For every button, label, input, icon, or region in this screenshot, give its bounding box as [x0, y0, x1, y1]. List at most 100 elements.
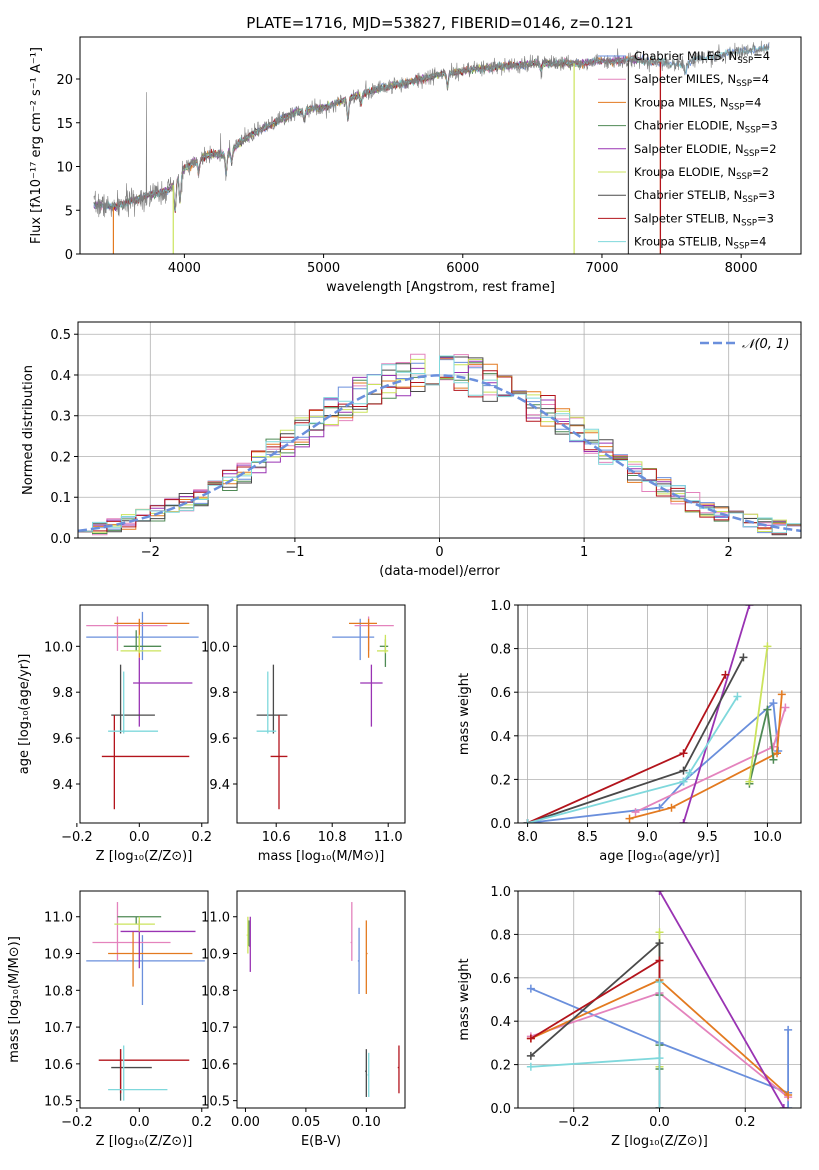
mass-weight-marker — [777, 690, 786, 699]
x-tick-label: 0.2 — [191, 830, 212, 845]
mass-weight-marker — [523, 819, 532, 823]
mass-weight-series — [523, 692, 742, 823]
mass-weight-marker — [739, 653, 748, 662]
axes-frame — [79, 604, 209, 824]
x-tick-label: 2 — [725, 545, 733, 560]
plot-area — [246, 902, 400, 1097]
error-bar-point — [349, 618, 377, 658]
y-tick-label: 10 — [56, 161, 73, 176]
y-tick-label: 0.2 — [490, 773, 511, 788]
y-tick-label: 10.6 — [44, 1058, 73, 1073]
y-tick-label: 0.6 — [490, 686, 511, 701]
x-tick-label: 0.0 — [129, 830, 150, 845]
x-tick-label: −0.2 — [61, 1115, 93, 1130]
y-tick-label: 5 — [65, 204, 73, 219]
mass-weight-marker — [526, 984, 535, 993]
legend-subscript: SSP — [744, 149, 760, 159]
mass-weight-marker — [631, 808, 640, 817]
y-tick-label: 9.4 — [52, 778, 73, 793]
mass-weight-marker — [655, 1054, 664, 1063]
y-tick-label: 9.8 — [52, 686, 73, 701]
y-tick-label: 0.0 — [490, 817, 511, 832]
mass-weight-marker — [784, 1090, 793, 1099]
error-bar-point — [108, 1045, 168, 1101]
mass-weight-line — [748, 646, 769, 782]
legend-label: Chabrier STELIB, N — [634, 188, 742, 202]
x-tick-label: 6000 — [446, 261, 479, 276]
mass-weight-marker — [685, 768, 694, 777]
legend-entry: Chabrier STELIB, NSSP=3 — [634, 188, 775, 205]
error-bar-point — [108, 931, 193, 987]
y-axis-label: Normed distribution — [21, 365, 36, 495]
axes-frame — [79, 890, 209, 1109]
mass-weight-line — [530, 982, 661, 1108]
mass-weight-marker — [526, 1062, 535, 1071]
x-tick-label: 0.05 — [291, 1115, 320, 1130]
plot-area — [93, 40, 770, 254]
mass-weight-marker — [784, 1104, 793, 1108]
x-tick-label: 7000 — [585, 261, 618, 276]
legend-subscript: SSP — [742, 195, 758, 205]
x-axis-label: mass [log₁₀(M/M⊙)] — [258, 849, 385, 864]
y-tick-label: 10.7 — [201, 1021, 230, 1036]
legend-label: Chabrier MILES, N — [634, 49, 737, 63]
mass-weight-marker — [773, 749, 782, 758]
y-tick-label: 10.0 — [44, 640, 73, 655]
error-bar-point — [92, 902, 171, 961]
legend-suffix: =2 — [752, 165, 769, 179]
plot-area — [78, 353, 801, 538]
error-bar-point — [365, 1049, 367, 1097]
legend-suffix: =2 — [760, 142, 777, 156]
mass-weight-marker — [763, 642, 772, 651]
legend-label: Kroupa MILES, N — [634, 95, 729, 109]
error-bar-point — [86, 935, 205, 1006]
mass-weight-marker — [745, 777, 754, 786]
x-tick-label: 10.8 — [318, 830, 347, 845]
error-bar-point — [377, 634, 389, 654]
y-tick-label: 0.0 — [490, 1102, 511, 1117]
error-bar-point — [111, 664, 155, 734]
x-tick-label: 8000 — [725, 261, 758, 276]
error-bar-point — [86, 616, 168, 651]
y-tick-label: 0 — [65, 248, 73, 263]
y-tick-label: 11.0 — [201, 911, 230, 926]
panel-residuals: −2 −1 0 1 2 0.0 0.1 0.2 0.3 0.4 0.5 (data-model)/er… — [21, 321, 802, 579]
y-tick-label: 15 — [56, 117, 73, 132]
legend-entry: Salpeter STELIB, NSSP=3 — [634, 211, 774, 228]
x-tick-label: 8.5 — [577, 830, 598, 845]
y-tick-label: 1.0 — [490, 885, 511, 900]
legend-label: Kroupa STELIB, N — [634, 235, 734, 249]
y-tick-label: 9.8 — [209, 686, 230, 701]
x-tick-label: 10.0 — [753, 830, 782, 845]
error-bar-point — [360, 664, 383, 727]
legend-subscript: SSP — [729, 102, 745, 112]
mass-weight-line — [682, 605, 751, 823]
y-tick-label: 9.4 — [209, 778, 230, 793]
y-tick-label: 10.5 — [201, 1095, 230, 1110]
error-bar-point — [98, 1049, 190, 1094]
residual-histogram — [78, 355, 801, 538]
mass-weight-marker — [679, 777, 688, 786]
y-tick-label: 0.4 — [490, 1015, 511, 1030]
x-tick-label: −2 — [141, 545, 160, 560]
axes-frame — [236, 890, 406, 1109]
x-tick-label: 9.0 — [637, 830, 658, 845]
mass-weight-marker — [655, 928, 664, 937]
mass-weight-marker — [721, 670, 730, 679]
legend-suffix: =4 — [749, 235, 766, 249]
error-bar-point — [357, 927, 360, 994]
mass-weight-marker — [733, 692, 742, 701]
mass-weight-marker — [784, 1025, 793, 1034]
x-axis-label: age [log₁₀(age/yr)] — [599, 849, 720, 864]
legend-entry: Chabrier ELODIE, NSSP=3 — [634, 119, 778, 136]
error-bar-point — [120, 634, 162, 654]
y-tick-label: 10.9 — [44, 948, 73, 963]
mass-weight-marker — [769, 755, 778, 764]
axes-frame — [517, 604, 802, 824]
mass-weight-line — [658, 891, 785, 1108]
mass-weight-marker — [655, 939, 664, 948]
y-axis-label: age [log₁₀(age/yr)] — [17, 654, 32, 775]
mass-weight-marker — [667, 803, 676, 812]
